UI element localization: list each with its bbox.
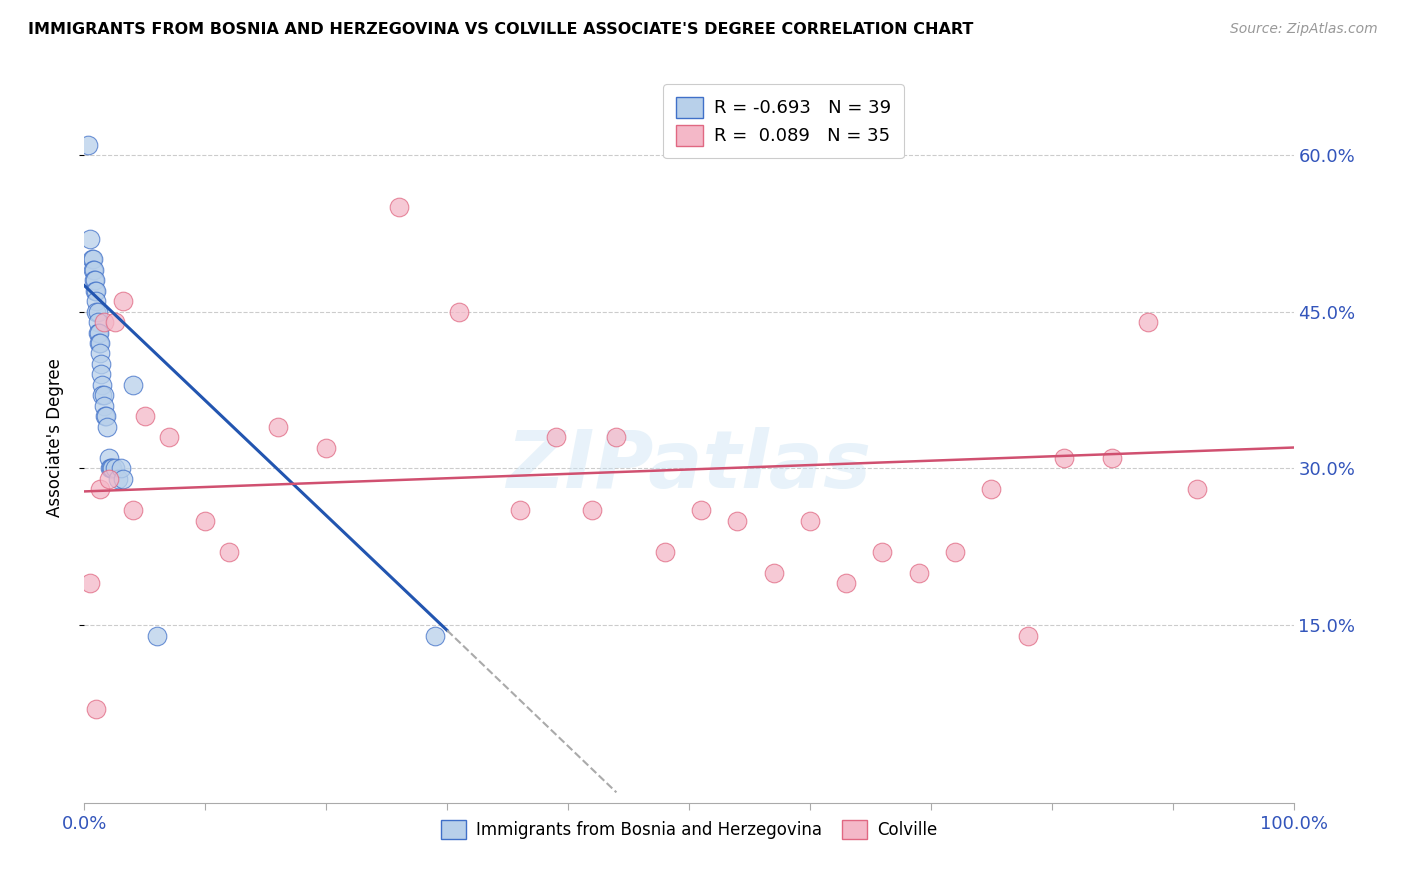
Point: [1137, 315, 1160, 329]
Point: [77, 137, 100, 152]
Y-axis label: Associate's Degree: Associate's Degree: [45, 358, 63, 516]
Point: [1185, 483, 1208, 497]
Point: [86, 304, 108, 318]
Point: [86, 304, 108, 318]
Point: [90, 368, 112, 382]
Point: [509, 503, 531, 517]
Point: [907, 566, 929, 580]
Point: [80, 252, 103, 267]
Point: [87, 326, 110, 340]
Point: [943, 545, 966, 559]
Point: [605, 430, 627, 444]
Point: [1017, 629, 1039, 643]
Point: [267, 419, 290, 434]
Point: [86, 702, 108, 716]
Point: [93, 388, 115, 402]
Point: [423, 629, 446, 643]
Point: [86, 294, 108, 309]
Point: [121, 377, 143, 392]
Point: [194, 514, 217, 528]
Point: [83, 263, 105, 277]
Point: [94, 409, 117, 424]
Point: [96, 419, 118, 434]
Point: [762, 566, 785, 580]
Point: [315, 441, 337, 455]
Point: [1101, 450, 1123, 465]
Point: [110, 461, 132, 475]
Point: [388, 200, 411, 214]
Point: [86, 326, 108, 340]
Point: [104, 461, 127, 475]
Point: [121, 503, 143, 517]
Point: [97, 450, 120, 465]
Point: [86, 315, 108, 329]
Point: [112, 294, 135, 309]
Point: [93, 315, 115, 329]
Point: [79, 231, 101, 245]
Point: [87, 336, 110, 351]
Point: [980, 483, 1002, 497]
Point: [107, 472, 129, 486]
Point: [835, 576, 858, 591]
Point: [93, 399, 115, 413]
Point: [79, 576, 101, 591]
Text: IMMIGRANTS FROM BOSNIA AND HERZEGOVINA VS COLVILLE ASSOCIATE'S DEGREE CORRELATIO: IMMIGRANTS FROM BOSNIA AND HERZEGOVINA V…: [28, 22, 973, 37]
Point: [101, 461, 124, 475]
Point: [82, 263, 104, 277]
Point: [449, 304, 471, 318]
Text: Source: ZipAtlas.com: Source: ZipAtlas.com: [1230, 22, 1378, 37]
Point: [97, 472, 120, 486]
Point: [146, 629, 169, 643]
Point: [690, 503, 713, 517]
Point: [86, 284, 108, 298]
Point: [799, 514, 821, 528]
Point: [89, 483, 111, 497]
Point: [1053, 450, 1076, 465]
Point: [90, 357, 112, 371]
Point: [872, 545, 894, 559]
Point: [112, 472, 135, 486]
Point: [89, 346, 111, 360]
Point: [98, 461, 121, 475]
Point: [218, 545, 240, 559]
Text: ZIPatlas: ZIPatlas: [506, 427, 872, 506]
Point: [104, 315, 127, 329]
Point: [581, 503, 603, 517]
Point: [134, 409, 156, 424]
Point: [83, 273, 105, 287]
Point: [157, 430, 180, 444]
Point: [544, 430, 567, 444]
Point: [91, 388, 114, 402]
Point: [84, 284, 107, 298]
Point: [654, 545, 676, 559]
Point: [100, 461, 122, 475]
Legend: Immigrants from Bosnia and Herzegovina, Colville: Immigrants from Bosnia and Herzegovina, …: [434, 814, 943, 846]
Point: [89, 336, 111, 351]
Point: [84, 273, 107, 287]
Point: [91, 377, 114, 392]
Point: [94, 409, 117, 424]
Point: [725, 514, 748, 528]
Point: [82, 252, 104, 267]
